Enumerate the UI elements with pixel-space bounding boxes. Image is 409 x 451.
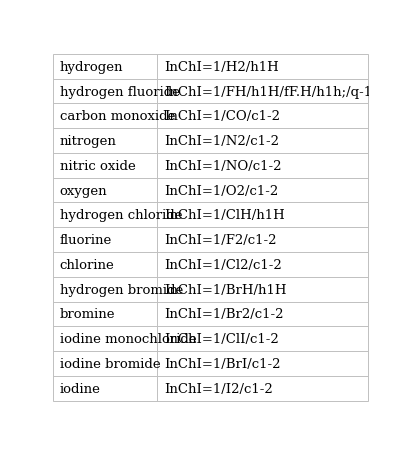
Text: InChI=1/I2/c1-2: InChI=1/I2/c1-2 <box>164 382 273 395</box>
Text: bromine: bromine <box>60 308 115 321</box>
Text: nitric oxide: nitric oxide <box>60 160 135 172</box>
Text: InChI=1/F2/c1-2: InChI=1/F2/c1-2 <box>164 234 276 247</box>
Text: iodine: iodine <box>60 382 101 395</box>
Text: InChI=1/N2/c1-2: InChI=1/N2/c1-2 <box>164 135 279 148</box>
Text: InChI=1/ClH/h1H: InChI=1/ClH/h1H <box>164 209 285 222</box>
Text: hydrogen: hydrogen <box>60 61 123 74</box>
Text: InChI=1/ClI/c1-2: InChI=1/ClI/c1-2 <box>164 332 279 345</box>
Text: oxygen: oxygen <box>60 184 107 197</box>
Text: iodine bromide: iodine bromide <box>60 357 160 370</box>
Text: hydrogen chloride: hydrogen chloride <box>60 209 182 222</box>
Text: carbon monoxide: carbon monoxide <box>60 110 175 123</box>
Text: InChI=1/BrH/h1H: InChI=1/BrH/h1H <box>164 283 286 296</box>
Text: InChI=1/H2/h1H: InChI=1/H2/h1H <box>164 61 279 74</box>
Text: fluorine: fluorine <box>60 234 112 247</box>
Text: nitrogen: nitrogen <box>60 135 117 148</box>
Text: chlorine: chlorine <box>60 258 114 272</box>
Text: InChI=1/NO/c1-2: InChI=1/NO/c1-2 <box>164 160 281 172</box>
Text: InChI=1/Br2/c1-2: InChI=1/Br2/c1-2 <box>164 308 283 321</box>
Text: hydrogen bromide: hydrogen bromide <box>60 283 183 296</box>
Text: InChI=1/Cl2/c1-2: InChI=1/Cl2/c1-2 <box>164 258 282 272</box>
Text: hydrogen fluoride: hydrogen fluoride <box>60 85 180 98</box>
Text: iodine monochloride: iodine monochloride <box>60 332 196 345</box>
Text: InChI=1/O2/c1-2: InChI=1/O2/c1-2 <box>164 184 278 197</box>
Text: InChI=1/FH/h1H/fF.H/h1h;/q-1;+1: InChI=1/FH/h1H/fF.H/h1h;/q-1;+1 <box>164 85 396 98</box>
Text: InChI=1/BrI/c1-2: InChI=1/BrI/c1-2 <box>164 357 281 370</box>
Text: InChI=1/CO/c1-2: InChI=1/CO/c1-2 <box>164 110 280 123</box>
